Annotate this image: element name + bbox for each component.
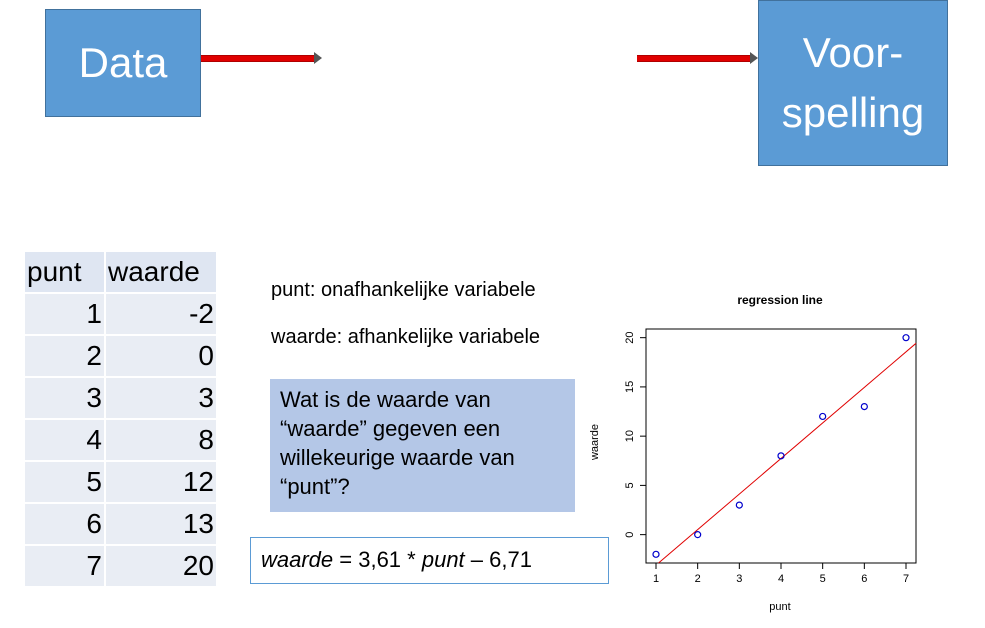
- cell-punt: 3: [25, 378, 106, 420]
- data-points: [652, 334, 910, 558]
- data-point: [694, 531, 702, 539]
- cell-waarde: 13: [106, 504, 216, 546]
- table-header-row: punt waarde: [25, 252, 216, 294]
- x-tick-label: 4: [778, 573, 784, 585]
- y-tick-label: 20: [624, 332, 636, 344]
- x-tick-label: 3: [736, 573, 742, 585]
- cell-waarde: 3: [106, 378, 216, 420]
- dependent-variable-label: waarde: afhankelijke variabele: [271, 326, 541, 348]
- data-box: Data: [45, 9, 201, 117]
- question-box: Wat is de waarde van “waarde” gegeven ee…: [270, 379, 575, 512]
- data-point: [777, 452, 785, 460]
- cell-waarde: 20: [106, 546, 216, 588]
- prediction-box-line1: Voor-: [802, 29, 904, 76]
- y-tick-label: 15: [624, 381, 636, 393]
- formula-x-variable: punt: [421, 547, 465, 572]
- chart-title: regression line: [737, 293, 823, 307]
- regression-line-group: [658, 342, 917, 564]
- regression-formula: waarde = 3,61 * punt – 6,71: [250, 537, 609, 584]
- column-header-punt: punt: [25, 252, 106, 294]
- formula-intercept: – 6,71: [464, 547, 532, 572]
- x-axis-label: punt: [769, 601, 790, 613]
- x-tick-label: 2: [695, 573, 701, 585]
- cell-punt: 6: [25, 504, 106, 546]
- cell-waarde: 12: [106, 462, 216, 504]
- regression-chart: regression line 1 2 3 4 5 6 7 0 5 10 15 20 punt wa…: [589, 293, 917, 613]
- x-tick-label: 5: [820, 573, 826, 585]
- data-point: [902, 334, 910, 342]
- y-tick-label: 0: [624, 532, 636, 538]
- cell-punt: 5: [25, 462, 106, 504]
- arrow-data-right: [201, 55, 315, 62]
- table-row: 6 13: [25, 504, 216, 546]
- data-point: [819, 412, 827, 421]
- column-header-waarde: waarde: [106, 252, 216, 294]
- cell-punt: 7: [25, 546, 106, 588]
- cell-waarde: -2: [106, 294, 216, 336]
- cell-punt: 2: [25, 336, 106, 378]
- formula-equals-slope: = 3,61 *: [333, 547, 422, 572]
- x-tick-label: 1: [653, 573, 659, 585]
- cell-waarde: 0: [106, 336, 216, 378]
- cell-waarde: 8: [106, 420, 216, 462]
- data-box-label: Data: [78, 39, 168, 86]
- arrow-data-head-icon: [314, 52, 322, 64]
- table-row: 7 20: [25, 546, 216, 588]
- data-point: [652, 550, 660, 558]
- y-tick-label: 5: [624, 482, 636, 488]
- prediction-box: Voor- spelling: [758, 0, 948, 166]
- arrow-prediction-head-icon: [750, 52, 758, 64]
- formula-y-variable: waarde: [261, 547, 334, 572]
- y-tick-label: 10: [624, 430, 636, 442]
- data-point: [735, 501, 743, 509]
- arrow-to-prediction: [637, 55, 751, 62]
- prediction-box-line2: spelling: [781, 89, 925, 136]
- independent-variable-label: punt: onafhankelijke variabele: [271, 279, 536, 301]
- cell-punt: 4: [25, 420, 106, 462]
- x-tick-label: 7: [903, 573, 909, 585]
- x-axis: 1 2 3 4 5 6 7: [653, 563, 909, 585]
- plot-frame: [645, 328, 917, 564]
- regression-line: [658, 342, 917, 564]
- cell-punt: 1: [25, 294, 106, 336]
- x-tick-label: 6: [861, 573, 867, 585]
- y-axis: 0 5 10 15 20: [624, 332, 646, 538]
- table-row: 1 -2: [25, 294, 216, 336]
- y-axis-label: waarde: [589, 424, 601, 461]
- table-row: 5 12: [25, 462, 216, 504]
- data-point: [860, 403, 868, 411]
